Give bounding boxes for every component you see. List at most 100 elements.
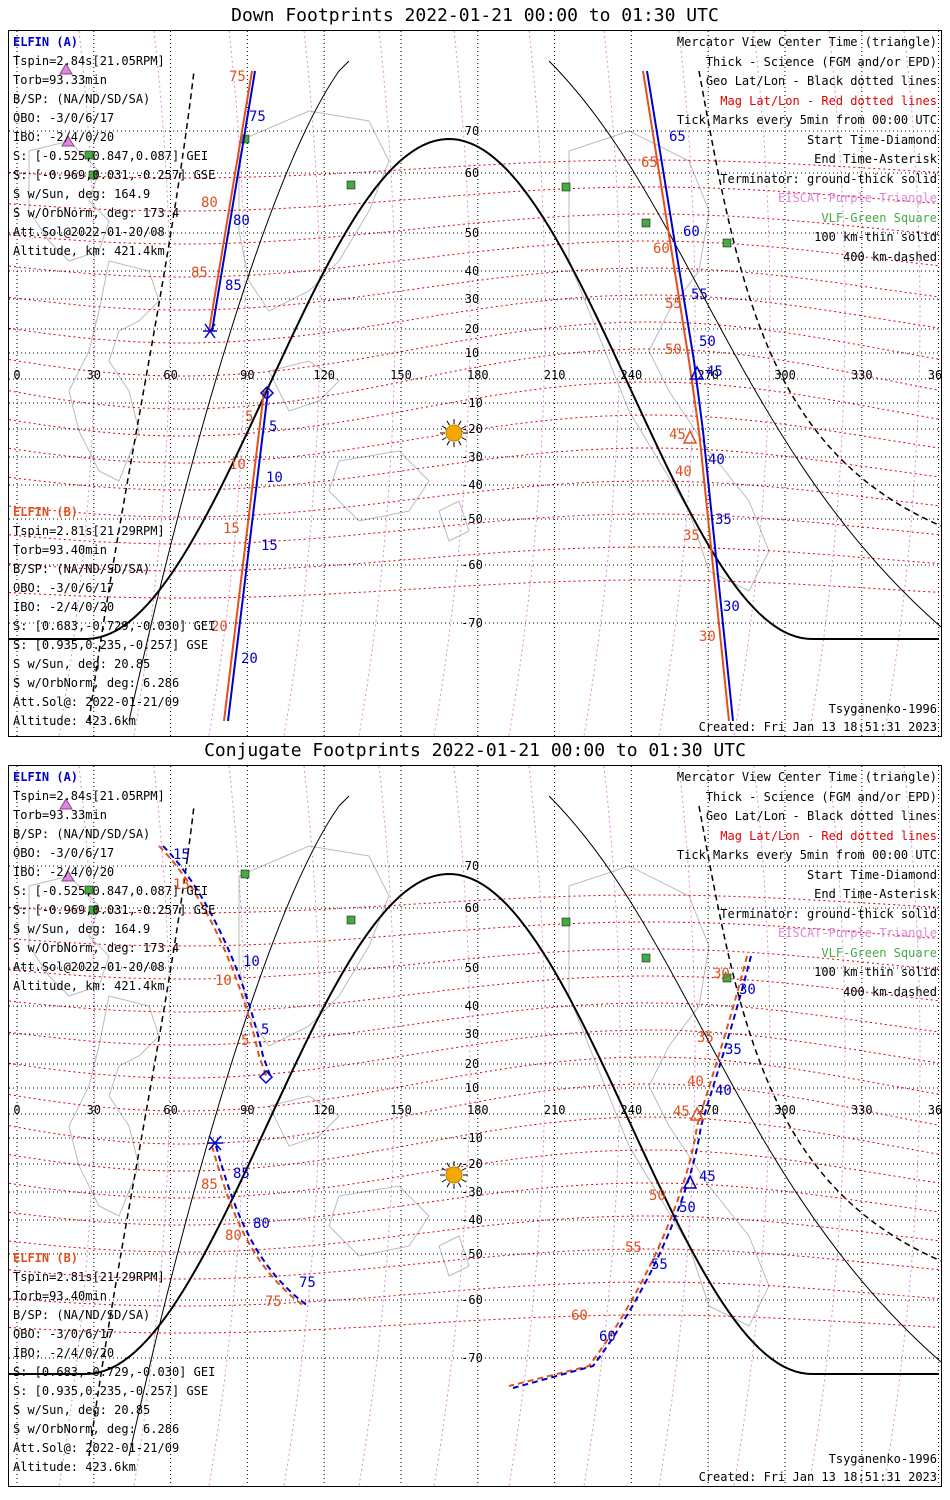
mag-lon-line (733, 31, 771, 736)
mag-lat-line (9, 447, 940, 491)
legend-item: Mag Lat/Lon - Red dotted lines (720, 93, 937, 108)
sat-info-line: S w/OrbNorm, deg: 173.4 (13, 206, 180, 220)
sat-info-line: S w/Sun, deg: 20.85 (13, 1403, 151, 1417)
mag-lat-line (9, 480, 940, 518)
track-tick-label-b: 5 (241, 1033, 249, 1049)
lat-tick-label: -60 (461, 1293, 483, 1307)
track-elfin-a-north (211, 70, 256, 332)
model-name: Tsyganenko-1996 (828, 1452, 937, 1466)
legend-item: 400 km-dashed (843, 984, 937, 999)
mag-lon-line (58, 31, 96, 736)
mag-lon-line (283, 766, 321, 1486)
mag-lat-line (9, 348, 940, 410)
track-tick-label-a: 35 (715, 512, 732, 528)
coastline (438, 1235, 470, 1277)
mag-lon-line (358, 31, 396, 736)
track-tick-label-b: 10 (229, 457, 246, 473)
mag-lat-line (9, 1182, 940, 1226)
mag-lat-line (9, 1149, 940, 1199)
mag-lon-line (433, 31, 471, 736)
track-elfin-a-conj-right (512, 955, 752, 1389)
legend-item: Start Time-Diamond (806, 867, 937, 882)
legend-item: 400 km-dashed (843, 249, 937, 264)
track-tick-label-b: 50 (665, 342, 682, 358)
sat-info-line: Altitude: 423.6km (13, 714, 136, 728)
mag-lon-line (583, 766, 621, 1486)
sun-ray (458, 1182, 462, 1188)
sat-info-line: S: [-0.525,0.847,0.087] GEI (13, 149, 209, 163)
mag-lon-line (508, 766, 546, 1486)
coastline (268, 360, 340, 412)
center-time-triangle-a (682, 1174, 698, 1189)
lat-tick-label: 60 (465, 901, 479, 915)
track-tick-label-b: 30 (713, 966, 730, 982)
sun-ray (446, 440, 450, 446)
sat-info-line: Att.Sol@: 2022-01-21/09 (13, 695, 180, 709)
track-tick-label-a: 10 (243, 954, 260, 970)
vlf-station-marker (88, 170, 98, 180)
sun-ray (461, 437, 467, 441)
sat-info-line: Tspin=2.81s[21.29RPM] (13, 1270, 165, 1284)
lon-tick-label: 210 (544, 368, 566, 382)
lon-tick-label: 270 (697, 1103, 719, 1117)
track-tick-label-b: 35 (697, 1030, 714, 1046)
sat-info-line: Att.Sol@: 2022-01-21/09 (13, 1441, 180, 1455)
coastline (68, 995, 160, 1217)
sat-info-line: S w/Sun, deg: 164.9 (13, 187, 151, 201)
lat-tick-label: 50 (465, 226, 479, 240)
sun-ray (441, 1167, 447, 1171)
track-elfin-a-conj-left (162, 845, 272, 1079)
mag-lat-line (9, 1083, 940, 1145)
terminator-400km (88, 70, 195, 722)
track-tick-label-a: 65 (669, 129, 686, 145)
legend-item: Thick - Science (FGM and/or EPD) (705, 54, 937, 69)
coastline (238, 110, 390, 312)
track-tick-label-a: 5 (269, 419, 277, 435)
track-tick-label-b: 80 (225, 1228, 242, 1244)
mag-lon-line (883, 766, 921, 1486)
track-tick-label-b: 80 (201, 195, 218, 211)
terminator-ground (9, 872, 939, 1375)
sat-info-line: Torb=93.33min (13, 808, 107, 822)
lat-tick-label: 20 (465, 322, 479, 336)
eiscat-marker (61, 135, 75, 147)
vlf-station-marker (561, 182, 571, 192)
legend-item: VLF-Green Square (821, 945, 937, 960)
terminator-100km (548, 60, 941, 628)
track-elfin-a-south (227, 390, 269, 722)
mag-lat-line (9, 921, 940, 947)
lat-tick-label: 30 (465, 292, 479, 306)
lat-tick-label: -50 (461, 512, 483, 526)
mag-lat-line (9, 159, 940, 179)
track-tick-label-b: 50 (649, 1188, 666, 1204)
legend-item: Thick - Science (FGM and/or EPD) (705, 789, 937, 804)
mag-lon-line (433, 766, 471, 1486)
mag-lon-line (208, 31, 246, 736)
mag-lon-line (808, 31, 846, 736)
sat-info-line: Altitude, km: 421.4km (13, 979, 165, 993)
lon-tick-label: 60 (163, 1103, 177, 1117)
eiscat-marker (59, 63, 73, 75)
mag-lat-line (9, 381, 940, 437)
lon-tick-label: 90 (240, 368, 254, 382)
track-tick-label-b: 55 (665, 296, 682, 312)
track-tick-label-b: 40 (687, 1074, 704, 1090)
terminator-100km (548, 795, 941, 1363)
mag-lon-line (133, 31, 171, 736)
mag-lat-line (9, 1314, 940, 1334)
sat-info-line: IBO: -2/4/0/20 (13, 1346, 115, 1360)
lon-tick-label: 210 (544, 1103, 566, 1117)
lat-tick-label: 70 (465, 124, 479, 138)
created-timestamp: Created: Fri Jan 13 18:51:31 2023 (698, 1470, 937, 1484)
center-time-triangle-b (689, 1106, 705, 1121)
sat-info-line: Att.Sol@2022-01-20/08 (13, 225, 165, 239)
sun-icon (445, 1166, 463, 1184)
coastline (268, 1095, 340, 1147)
coastline (328, 450, 430, 522)
map-canvas-conj: 0306090120150180210240270300330360706050… (9, 766, 941, 1486)
lon-tick-label: 330 (851, 1103, 873, 1117)
lat-tick-label: -30 (461, 450, 483, 464)
legend-item: Tick Marks every 5min from 00:00 UTC (676, 113, 937, 127)
sat-info-line: S w/OrbNorm, deg: 173.4 (13, 941, 180, 955)
sat-info-line: Altitude: 423.6km (13, 1460, 136, 1474)
